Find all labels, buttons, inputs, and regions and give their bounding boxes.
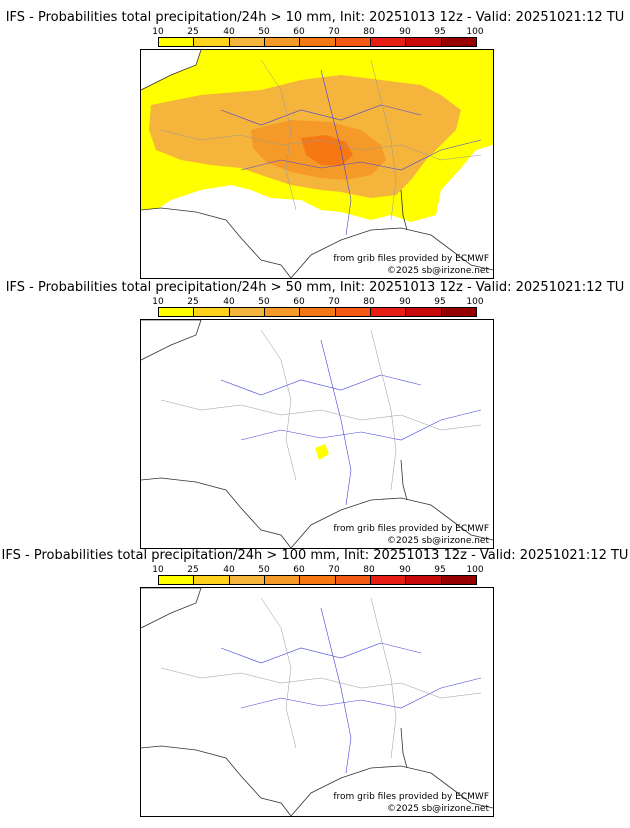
colorbar-tick: 10 [152,27,164,37]
colorbar-swatch [300,38,336,46]
colorbar-tick: 40 [223,565,235,575]
copyright-credit: ©2025 sb@irizone.net [387,804,489,814]
colorbar-swatch [370,576,407,584]
sea-mediterranean [291,228,493,278]
colorbar-ticks: 10 25 40 50 60 70 80 90 95 100 [0,297,630,307]
panel-title: IFS - Probabilities total precipitation/… [5,280,625,295]
copyright-credit: ©2025 sb@irizone.net [387,536,489,546]
colorbar-swatch [159,38,195,46]
data-source-credit: from grib files provided by ECMWF [333,254,489,264]
colorbar-swatch [406,308,442,316]
colorbar [158,307,477,317]
colorbar-tick: 100 [466,27,484,37]
colorbar-swatch [159,308,195,316]
colorbar-swatch [406,38,442,46]
map-panel-50mm: IFS - Probabilities total precipitation/… [0,280,630,549]
colorbar-ticks: 10 25 40 50 60 70 80 90 95 100 [0,27,630,37]
colorbar-swatch [194,308,230,316]
colorbar-tick: 100 [466,565,484,575]
map-graphic [141,588,493,816]
data-source-credit: from grib files provided by ECMWF [333,792,489,802]
colorbar-tick: 70 [328,297,340,307]
colorbar-swatch [441,576,476,584]
colorbar-tick: 50 [258,565,270,575]
colorbar-tick: 50 [258,297,270,307]
colorbar-tick: 60 [293,565,305,575]
colorbar-swatch [335,576,371,584]
colorbar [158,37,477,47]
colorbar-swatch [335,308,371,316]
colorbar-swatch [264,38,301,46]
colorbar [158,575,477,585]
colorbar-tick: 70 [328,565,340,575]
colorbar-swatch [264,576,301,584]
colorbar-swatch [406,576,442,584]
colorbar-swatch [194,576,230,584]
panel-title: IFS - Probabilities total precipitation/… [5,10,625,25]
colorbar-swatch [159,576,195,584]
colorbar-tick: 60 [293,27,305,37]
colorbar-tick: 95 [434,27,446,37]
precipitation-map: from grib files provided by ECMWF ©2025 … [140,49,494,279]
colorbar-swatch [264,308,301,316]
map-panel-10mm: IFS - Probabilities total precipitation/… [0,10,630,279]
colorbar-tick: 70 [328,27,340,37]
data-source-credit: from grib files provided by ECMWF [333,524,489,534]
sea-channel [141,50,201,90]
colorbar-tick: 25 [187,565,199,575]
precipitation-map: from grib files provided by ECMWF ©2025 … [140,319,494,549]
colorbar-tick: 100 [466,297,484,307]
colorbar-tick: 80 [363,565,375,575]
colorbar-swatch [300,576,336,584]
prob-area-10-25 [315,444,329,460]
colorbar-tick: 90 [399,565,411,575]
colorbar-swatch [441,38,476,46]
colorbar-tick: 80 [363,27,375,37]
copyright-credit: ©2025 sb@irizone.net [387,266,489,276]
colorbar-tick: 90 [399,27,411,37]
colorbar-swatch [441,308,476,316]
colorbar-tick: 10 [152,297,164,307]
colorbar-tick: 80 [363,297,375,307]
colorbar-ticks: 10 25 40 50 60 70 80 90 95 100 [0,565,630,575]
map-graphic [141,50,493,278]
map-graphic [141,320,493,548]
precipitation-map: from grib files provided by ECMWF ©2025 … [140,587,494,817]
colorbar-tick: 95 [434,297,446,307]
prob-area-60-70 [301,135,353,166]
sea-biscay [141,208,291,278]
colorbar-tick: 25 [187,27,199,37]
colorbar-swatch [229,576,265,584]
colorbar-tick: 60 [293,297,305,307]
colorbar-tick: 40 [223,27,235,37]
colorbar-swatch [335,38,371,46]
colorbar-swatch [229,308,265,316]
panel-title: IFS - Probabilities total precipitation/… [1,548,629,563]
colorbar-swatch [370,38,407,46]
colorbar-tick: 10 [152,565,164,575]
colorbar-swatch [370,308,407,316]
colorbar-tick: 50 [258,27,270,37]
colorbar-tick: 95 [434,565,446,575]
colorbar-tick: 40 [223,297,235,307]
colorbar-tick: 25 [187,297,199,307]
colorbar-swatch [194,38,230,46]
map-panel-100mm: IFS - Probabilities total precipitation/… [0,548,630,817]
colorbar-swatch [229,38,265,46]
colorbar-tick: 90 [399,297,411,307]
colorbar-swatch [300,308,336,316]
